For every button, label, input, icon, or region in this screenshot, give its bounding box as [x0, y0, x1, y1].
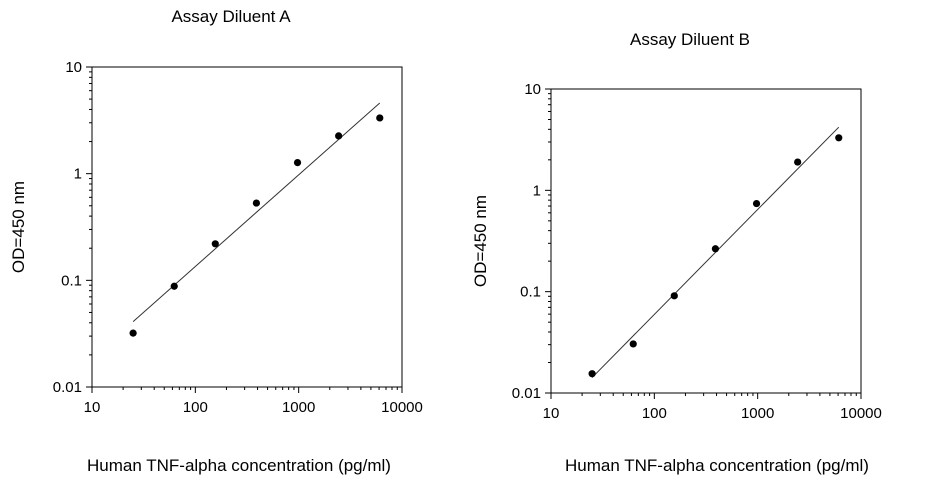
y-tick-label: 0.01 — [512, 385, 541, 402]
plot-frame — [91, 66, 403, 388]
fit-line — [132, 102, 381, 323]
y-tick-label: 0.01 — [53, 379, 82, 396]
data-point — [711, 245, 720, 253]
data-point — [629, 340, 637, 348]
data-point — [835, 134, 843, 142]
y-tick-label: 0.1 — [520, 284, 541, 301]
chart-assay-diluent-b: 10 100 1000 10000 0.01 0.1 1 10 Assay Diluent B H… — [471, 30, 882, 475]
x-axis-label: Human TNF-alpha concentration (pg/ml) — [87, 456, 391, 475]
x-tick-label: 1000 — [282, 399, 315, 416]
data-point — [752, 199, 761, 208]
data-point — [170, 282, 178, 290]
y-tick-label: 10 — [524, 81, 541, 98]
data-point — [252, 199, 261, 207]
x-tick-label: 100 — [642, 405, 667, 422]
y-tick-label: 10 — [65, 59, 82, 76]
x-tick-label: 10 — [84, 399, 101, 416]
data-point — [670, 292, 678, 300]
x-tick-label: 10000 — [840, 405, 882, 422]
data-point — [293, 158, 302, 167]
data-point — [588, 370, 596, 378]
chart-title: Assay Diluent B — [630, 30, 750, 49]
chart-title: Assay Diluent A — [171, 7, 291, 26]
y-axis-label: OD=450 nm — [471, 195, 490, 287]
data-point — [376, 114, 384, 122]
data-point — [129, 329, 137, 337]
y-tick-label: 1 — [74, 166, 82, 183]
y-tick-label: 0.1 — [61, 272, 82, 289]
data-point — [335, 132, 343, 140]
y-axis-label: OD=450 nm — [9, 181, 28, 273]
x-tick-label: 1000 — [741, 405, 774, 422]
x-tick-label: 10000 — [381, 399, 423, 416]
chart-assay-diluent-a: 10 100 1000 10000 0.01 0.1 1 10 Assay Diluent A H… — [9, 7, 423, 475]
data-point — [211, 240, 219, 248]
x-tick-label: 10 — [543, 405, 560, 422]
x-tick-label: 100 — [183, 399, 208, 416]
data-point — [794, 158, 802, 166]
y-tick-label: 1 — [533, 182, 541, 199]
plot-frame — [550, 88, 862, 394]
x-axis-label: Human TNF-alpha concentration (pg/ml) — [565, 456, 869, 475]
